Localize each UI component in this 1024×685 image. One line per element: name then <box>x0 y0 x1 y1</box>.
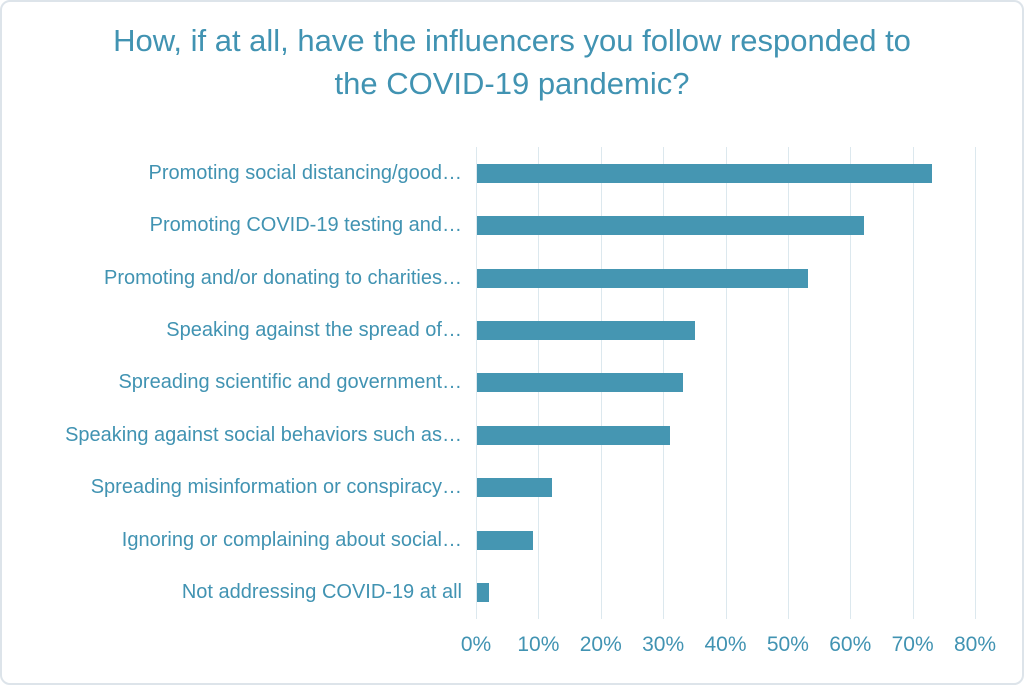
chart-row: Promoting COVID-19 testing and… <box>2 199 1022 251</box>
gridline <box>975 147 976 619</box>
category-label: Not addressing COVID-19 at all <box>181 581 462 604</box>
chart-row: Not addressing COVID-19 at all <box>2 567 1022 619</box>
chart-row: Ignoring or complaining about social… <box>2 514 1022 566</box>
category-label: Promoting COVID-19 testing and… <box>149 214 462 237</box>
chart-row: Speaking against the spread of… <box>2 304 1022 356</box>
category-label: Promoting social distancing/good… <box>148 161 462 184</box>
x-tick-label: 30% <box>642 633 685 656</box>
chart-title: How, if at all, have the influencers you… <box>113 23 911 101</box>
chart-row: Promoting and/or donating to charities… <box>2 252 1022 304</box>
bar <box>477 268 808 288</box>
bar <box>477 425 671 445</box>
x-tick-label: 20% <box>579 633 622 656</box>
chart-row: Spreading misinformation or conspiracy… <box>2 462 1022 514</box>
bar <box>477 530 534 550</box>
x-tick-label: 80% <box>953 633 997 656</box>
x-tick-label: 10% <box>517 633 560 656</box>
category-label: Spreading misinformation or conspiracy… <box>90 476 462 499</box>
x-tick-label: 0% <box>460 633 492 656</box>
gridline <box>787 147 789 619</box>
category-label: Promoting and/or donating to charities… <box>104 266 462 289</box>
category-label: Ignoring or complaining about social… <box>121 528 462 551</box>
x-tick-label: 40% <box>704 633 747 656</box>
x-axis-tick-labels: 0% 10% 20% 30% 40% 50% 60% 70% 80% <box>2 633 1022 663</box>
x-tick-label: 60% <box>829 633 872 656</box>
gridline <box>850 147 852 619</box>
x-tick-label: 50% <box>766 633 809 656</box>
gridline <box>476 147 477 619</box>
category-label: Speaking against the spread of… <box>166 319 462 342</box>
x-tick-label: 70% <box>891 633 934 656</box>
chart-row: Speaking against social behaviors such a… <box>2 409 1022 461</box>
gridline <box>725 147 727 619</box>
chart-row: Spreading scientific and government… <box>2 357 1022 409</box>
category-label: Speaking against social behaviors such a… <box>65 423 462 446</box>
bar <box>477 216 864 236</box>
category-label: Spreading scientific and government… <box>118 371 462 394</box>
bar <box>477 321 696 341</box>
gridline <box>912 147 914 619</box>
bar <box>477 163 933 183</box>
bar <box>477 583 490 603</box>
bar <box>477 478 552 498</box>
bar-rows: Promoting social distancing/good… Promoti… <box>2 147 1022 619</box>
chart-row: Promoting social distancing/good… <box>2 147 1022 199</box>
bar <box>477 373 683 393</box>
